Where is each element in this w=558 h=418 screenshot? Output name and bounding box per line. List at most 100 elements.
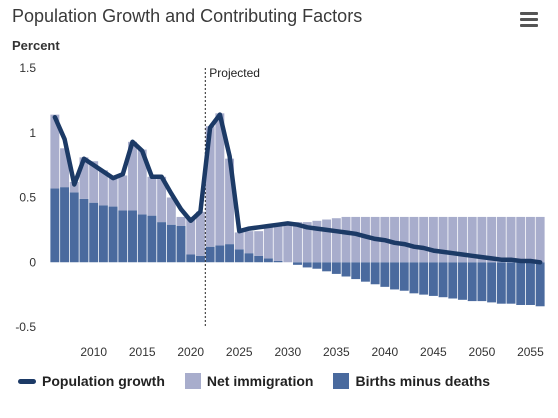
immigration-bar bbox=[118, 175, 128, 211]
immigration-bar bbox=[79, 157, 89, 199]
legend: Population growth Net immigration Births… bbox=[18, 373, 510, 389]
births-bar bbox=[496, 262, 506, 304]
births-bar bbox=[409, 262, 419, 294]
births-bar bbox=[205, 246, 215, 263]
legend-label: Births minus deaths bbox=[355, 373, 491, 389]
births-bar bbox=[331, 262, 341, 274]
births-bar bbox=[186, 254, 196, 263]
immigration-bar bbox=[244, 231, 254, 254]
immigration-bar bbox=[535, 216, 545, 263]
immigration-bar bbox=[137, 149, 147, 215]
immigration-bar bbox=[496, 216, 506, 263]
immigration-bar bbox=[50, 114, 60, 189]
births-bar bbox=[341, 262, 351, 277]
x-tick-label: 2035 bbox=[323, 345, 350, 359]
line-swatch-icon bbox=[18, 378, 36, 384]
births-bar bbox=[525, 262, 535, 305]
legend-item-births-minus-deaths[interactable]: Births minus deaths bbox=[333, 373, 490, 389]
births-bar bbox=[351, 262, 361, 280]
immigration-bar bbox=[302, 222, 312, 263]
y-tick-label: 1 bbox=[29, 126, 36, 140]
immigration-bar bbox=[273, 225, 283, 261]
immigration-bar bbox=[263, 227, 273, 259]
births-bar bbox=[458, 262, 467, 300]
x-tick-label: 2055 bbox=[517, 345, 544, 359]
births-bar bbox=[50, 188, 60, 263]
immigration-bar bbox=[195, 211, 205, 256]
births-bar bbox=[176, 225, 186, 263]
births-bar bbox=[60, 187, 70, 263]
projection-annotation: Projected bbox=[209, 66, 260, 80]
population-growth-line bbox=[52, 112, 543, 265]
births-bar bbox=[516, 262, 526, 305]
immigration-bar bbox=[128, 141, 137, 211]
immigration-bar bbox=[215, 113, 225, 246]
immigration-bar bbox=[322, 219, 332, 263]
births-bar bbox=[98, 205, 108, 263]
births-bar bbox=[79, 198, 89, 263]
births-bar bbox=[438, 262, 448, 298]
immigration-bar bbox=[89, 161, 99, 203]
immigration-bar bbox=[506, 216, 516, 263]
births-bar bbox=[89, 202, 99, 263]
immigration-bar bbox=[108, 178, 118, 207]
immigration-bar bbox=[283, 223, 293, 263]
x-tick-label: 2045 bbox=[420, 345, 447, 359]
births-bar bbox=[312, 262, 322, 269]
births-bar bbox=[273, 260, 283, 263]
legend-label: Population growth bbox=[42, 373, 165, 389]
births-bar bbox=[467, 262, 477, 302]
box-swatch-icon bbox=[333, 373, 350, 389]
births-bar bbox=[322, 262, 332, 272]
immigration-bar bbox=[419, 216, 429, 263]
x-tick-label: 2030 bbox=[274, 345, 301, 359]
immigration-bar bbox=[166, 197, 176, 225]
births-bar bbox=[390, 262, 400, 290]
births-bar bbox=[147, 215, 157, 263]
immigration-bar bbox=[312, 220, 322, 263]
births-bar bbox=[370, 262, 380, 285]
births-bar bbox=[428, 262, 438, 296]
immigration-bar bbox=[234, 232, 244, 250]
x-tick-label: 2020 bbox=[177, 345, 204, 359]
x-tick-label: 2050 bbox=[469, 345, 496, 359]
births-bar bbox=[380, 262, 390, 287]
immigration-bar bbox=[254, 231, 264, 256]
immigration-bar bbox=[351, 216, 361, 263]
births-bar bbox=[399, 262, 409, 291]
immigration-bar bbox=[147, 176, 157, 216]
x-tick-label: 2025 bbox=[226, 345, 253, 359]
legend-item-net-immigration[interactable]: Net immigration bbox=[184, 373, 313, 389]
y-tick-label: 0 bbox=[29, 255, 36, 269]
births-bar bbox=[506, 262, 516, 304]
hamburger-menu-icon[interactable] bbox=[520, 12, 540, 28]
immigration-bar bbox=[60, 148, 70, 188]
immigration-bar bbox=[525, 216, 535, 263]
immigration-bar bbox=[477, 216, 487, 263]
legend-item-population-growth[interactable]: Population growth bbox=[18, 373, 165, 389]
immigration-bar bbox=[157, 176, 167, 223]
births-bar bbox=[448, 262, 458, 299]
immigration-bar bbox=[458, 216, 467, 263]
immigration-bar bbox=[467, 216, 477, 263]
births-bar bbox=[263, 258, 273, 263]
immigration-bar bbox=[186, 216, 196, 255]
box-swatch-icon bbox=[184, 373, 201, 389]
immigration-bar bbox=[487, 216, 497, 263]
immigration-bar bbox=[438, 216, 448, 263]
x-tick-label: 2010 bbox=[80, 345, 107, 359]
immigration-bar bbox=[331, 218, 341, 263]
x-tick-label: 2040 bbox=[372, 345, 399, 359]
births-bar bbox=[137, 214, 147, 263]
immigration-bar bbox=[399, 216, 409, 263]
chart-title: Population Growth and Contributing Facto… bbox=[12, 6, 363, 26]
births-bar bbox=[477, 262, 487, 302]
births-bar bbox=[118, 210, 128, 263]
births-bar bbox=[293, 262, 302, 265]
y-axis-label: Percent bbox=[12, 38, 60, 53]
births-bar bbox=[302, 262, 312, 268]
y-tick-label: -0.5 bbox=[15, 320, 36, 334]
y-tick-label: 1.5 bbox=[19, 61, 36, 75]
births-bar bbox=[419, 262, 429, 295]
births-bar bbox=[535, 262, 545, 307]
